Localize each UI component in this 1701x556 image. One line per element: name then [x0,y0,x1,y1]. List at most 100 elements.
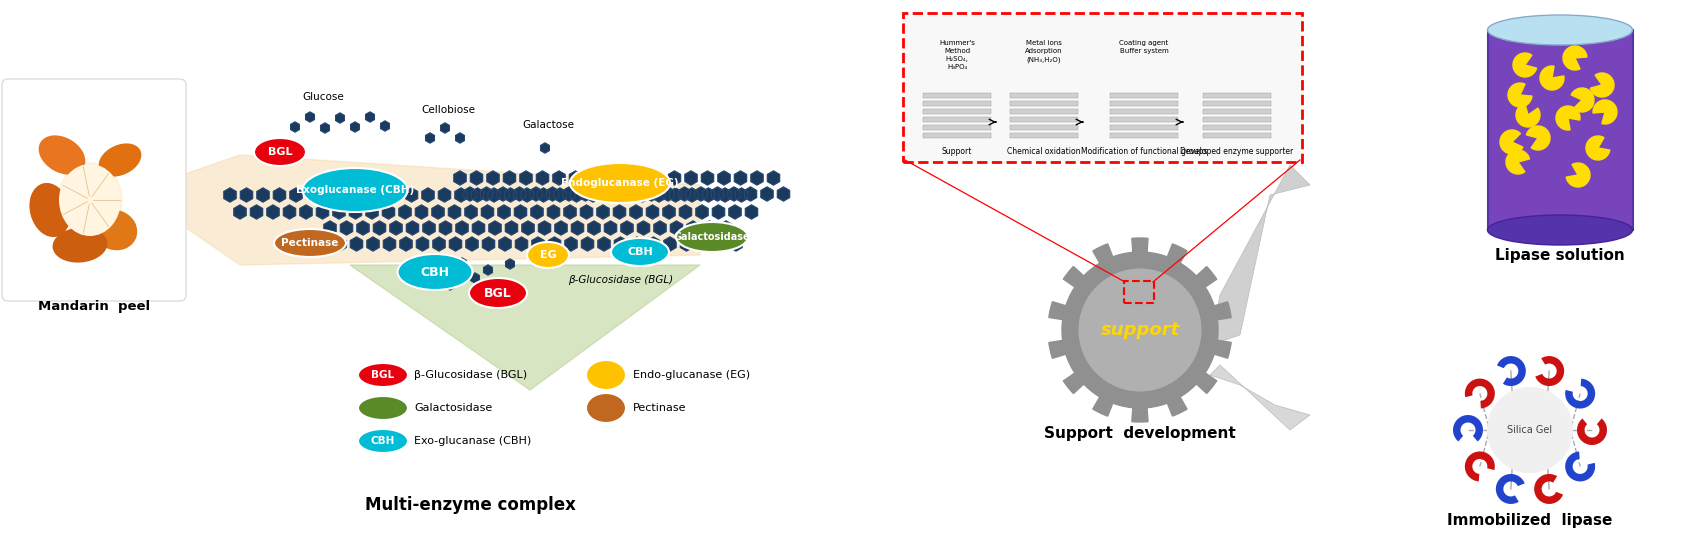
Polygon shape [367,237,379,251]
Polygon shape [1516,103,1539,127]
Polygon shape [299,205,311,219]
Polygon shape [514,187,526,201]
Polygon shape [306,112,315,122]
Polygon shape [735,188,747,202]
Polygon shape [1585,136,1609,160]
Polygon shape [619,171,631,185]
Text: Adsorption: Adsorption [1026,48,1063,54]
Polygon shape [602,171,614,185]
Polygon shape [701,171,713,185]
Text: Mandarin  peel: Mandarin peel [37,300,150,313]
Polygon shape [670,221,682,235]
Text: β-Glucosidase (BGL): β-Glucosidase (BGL) [413,370,527,380]
Polygon shape [1536,356,1565,386]
FancyBboxPatch shape [1010,125,1078,130]
Text: Endoglucanase (EG): Endoglucanase (EG) [561,178,679,188]
FancyBboxPatch shape [924,133,992,138]
Ellipse shape [94,210,138,250]
FancyBboxPatch shape [924,109,992,114]
Polygon shape [439,221,451,235]
Polygon shape [521,171,532,185]
Polygon shape [417,237,429,251]
Text: Galactose: Galactose [522,120,573,130]
Ellipse shape [303,168,408,212]
Text: Multi-enzyme complex: Multi-enzyme complex [364,496,575,514]
Polygon shape [464,187,476,201]
Polygon shape [636,188,648,202]
Polygon shape [645,187,658,201]
Polygon shape [619,188,633,202]
Polygon shape [498,205,510,219]
Polygon shape [373,188,384,202]
Polygon shape [464,205,476,219]
Ellipse shape [53,227,107,262]
Ellipse shape [587,360,626,390]
Polygon shape [335,113,344,123]
Polygon shape [718,171,730,185]
Polygon shape [703,188,714,202]
Polygon shape [565,205,577,219]
Polygon shape [483,237,495,251]
Ellipse shape [357,429,408,453]
Polygon shape [383,205,395,219]
Polygon shape [1465,451,1495,481]
Polygon shape [446,280,454,290]
FancyBboxPatch shape [1111,133,1179,138]
Polygon shape [589,221,600,235]
Polygon shape [466,237,478,251]
Polygon shape [1500,130,1522,154]
Polygon shape [760,187,772,201]
Polygon shape [390,221,401,235]
FancyBboxPatch shape [1488,30,1633,230]
Polygon shape [333,205,345,219]
Polygon shape [449,205,461,219]
Polygon shape [704,221,716,235]
Circle shape [1078,269,1201,391]
Polygon shape [563,187,575,201]
Ellipse shape [357,396,408,420]
Polygon shape [663,237,675,251]
Polygon shape [390,188,401,202]
Polygon shape [488,188,500,202]
Polygon shape [1572,88,1594,112]
Polygon shape [585,171,599,185]
Polygon shape [521,188,532,202]
Polygon shape [686,171,697,185]
Polygon shape [306,188,318,202]
Polygon shape [587,188,599,202]
Polygon shape [648,237,660,251]
Polygon shape [680,237,692,251]
Polygon shape [1539,66,1563,90]
Ellipse shape [1487,15,1633,45]
FancyBboxPatch shape [1010,133,1078,138]
FancyBboxPatch shape [1111,109,1179,114]
Ellipse shape [398,254,473,290]
Polygon shape [662,187,674,201]
Polygon shape [532,237,544,251]
Polygon shape [240,188,252,202]
Polygon shape [531,205,543,219]
Text: Lipase solution: Lipase solution [1495,248,1624,263]
Polygon shape [498,237,510,251]
Polygon shape [745,205,757,219]
Polygon shape [422,188,434,202]
Polygon shape [548,237,561,251]
Polygon shape [366,112,374,122]
Polygon shape [323,221,337,235]
Polygon shape [350,122,359,132]
Polygon shape [432,205,444,219]
Text: BGL: BGL [371,370,395,380]
Polygon shape [374,221,386,235]
Polygon shape [425,133,434,143]
Polygon shape [333,237,345,251]
Polygon shape [1590,73,1614,97]
Text: Galactosidase: Galactosidase [413,403,492,413]
Polygon shape [686,188,697,202]
Polygon shape [745,187,757,201]
Polygon shape [696,205,708,219]
Polygon shape [1567,163,1590,187]
Polygon shape [481,205,493,219]
Ellipse shape [611,238,668,266]
Polygon shape [503,171,515,185]
Polygon shape [434,237,446,251]
